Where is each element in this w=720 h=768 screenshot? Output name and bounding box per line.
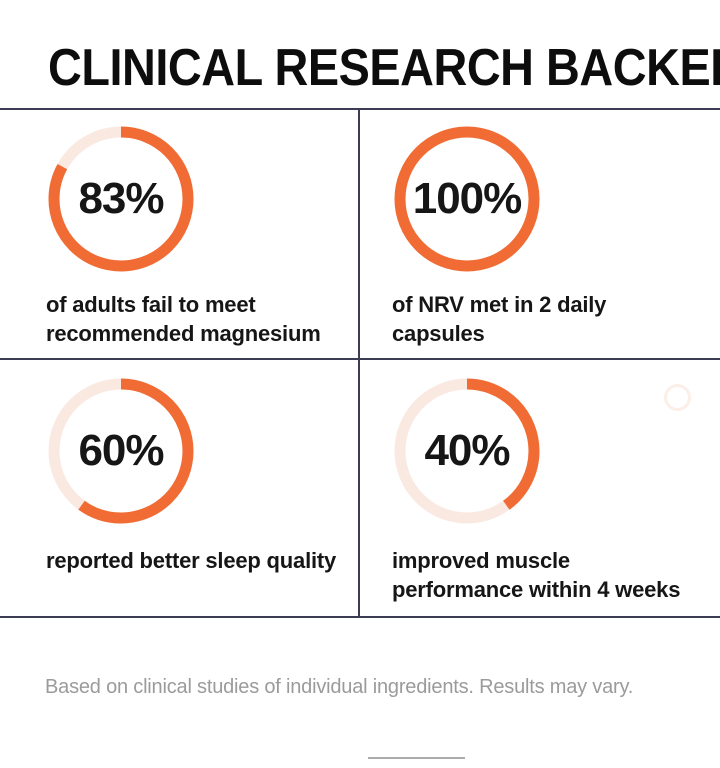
progress-ring-svg (48, 126, 194, 272)
stat-caption: of NRV met in 2 daily capsules (392, 292, 607, 347)
stat-caption: improved muscle performance within 4 wee… (392, 548, 681, 603)
stat-percent: 100% (412, 174, 523, 223)
stat-cell-muscle-performance: 40% improved muscle performance within 4… (360, 360, 720, 616)
stat-cell-nrv: 100% of NRV met in 2 daily capsules (360, 110, 720, 360)
stats-grid: 83% of adults fail to meet recommended m… (0, 108, 720, 618)
progress-ring-svg (48, 378, 194, 524)
progress-ring-svg (394, 126, 540, 272)
stat-percent: 40% (424, 426, 510, 475)
stat-caption: reported better sleep quality (46, 548, 337, 573)
header: CLINICAL RESEARCH BACKED (0, 0, 720, 108)
stat-cell-magnesium-deficiency: 83% of adults fail to meet recommended m… (0, 110, 360, 360)
ring-progress (394, 378, 540, 524)
decorative-circle (664, 384, 691, 411)
stat-caption: of adults fail to meet recommended magne… (46, 292, 321, 347)
donut-chart-60: 60% (46, 376, 196, 526)
progress-ring-svg (394, 378, 540, 524)
ring-progress (48, 126, 194, 272)
bottom-divider (368, 757, 465, 759)
stat-cell-sleep-quality: 60% reported better sleep quality (0, 360, 360, 616)
page-title: CLINICAL RESEARCH BACKED (48, 39, 720, 97)
stat-percent: 60% (78, 426, 164, 475)
ring-progress (394, 126, 540, 272)
disclaimer-text: Based on clinical studies of individual … (45, 676, 634, 698)
stat-percent: 83% (78, 174, 164, 223)
ring-progress (48, 378, 194, 524)
donut-chart-100: 100% (392, 124, 542, 274)
donut-chart-83: 83% (46, 124, 196, 274)
donut-chart-40: 40% (392, 376, 542, 526)
